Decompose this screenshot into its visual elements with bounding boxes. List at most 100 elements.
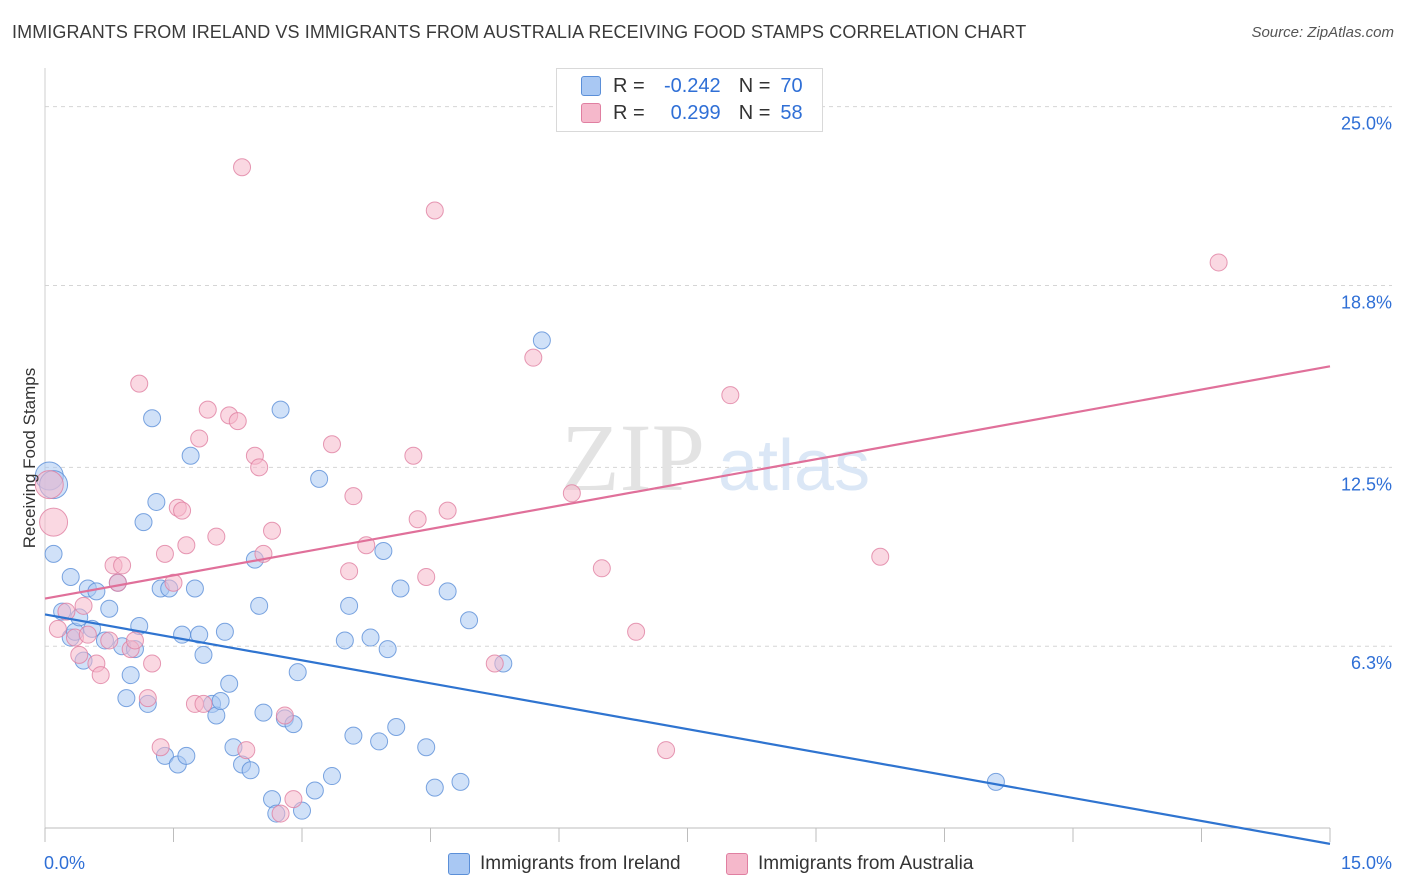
points-layer [34,158,1228,823]
r-value: 0.299 [670,101,721,124]
r-value: -0.242 [663,74,721,97]
ireland-point [425,778,444,797]
ireland-point [374,541,393,560]
n-value: 70 [780,74,803,97]
ireland-point [190,625,209,644]
australia-point [271,804,290,823]
australia-point [190,429,209,448]
australia-point [130,374,149,393]
australia-swatch [581,103,601,123]
ireland-point [335,631,354,650]
ireland-swatch [581,76,601,96]
australia-point [125,631,144,650]
australia-point [155,544,174,563]
australia-point [143,654,162,673]
legend-row-australia: R = 0.299 N = 58 [581,100,803,126]
ireland-point [986,772,1005,791]
australia-point [91,666,110,685]
australia-point [39,507,69,537]
australia-point [871,547,890,566]
legend-label-australia: Immigrants from Australia [758,853,974,874]
ireland-point [271,400,290,419]
r-label: R = [613,74,645,97]
ireland-point [340,596,359,615]
legend-row-ireland: R = -0.242 N = 70 [581,73,803,99]
australia-point [627,622,646,641]
watermark: ZIP atlas [561,404,870,511]
x-tick-label: 15.0% [1341,853,1392,873]
bottom-legend-ireland: Immigrants from Ireland [448,851,681,877]
australia-point [592,559,611,578]
ireland-point [211,692,230,711]
australia-point [138,689,157,708]
y-tick-label: 12.5% [1341,474,1392,494]
ireland-point [181,446,200,465]
australia-point [48,619,67,638]
australia-point [524,348,543,367]
ireland-point [532,331,551,350]
ireland-point [370,732,389,751]
australia-point [228,412,247,431]
axis-layer [44,68,1331,842]
australia-point [100,631,119,650]
ireland-point [44,544,63,563]
ireland-point [417,738,436,757]
ireland-swatch [448,853,470,875]
australia-swatch [726,853,748,875]
ireland-point [344,726,363,745]
ireland-point [250,596,269,615]
australia-point [562,484,581,503]
legend-label-ireland: Immigrants from Ireland [480,853,681,874]
n-label: N = [738,101,771,124]
ireland-point [194,645,213,664]
australia-point [194,694,213,713]
n-value: 58 [780,101,803,124]
ireland-point [322,767,341,786]
australia-point [657,741,676,760]
australia-point [417,567,436,586]
australia-point [322,435,341,454]
australia-point [1209,253,1228,272]
australia-point [233,158,252,177]
r-label: R = [613,101,645,124]
australia-point [344,487,363,506]
australia-point [70,645,89,664]
australia-point [198,400,217,419]
australia-point [74,596,93,615]
watermark-zip: ZIP [561,404,705,511]
ireland-point [177,746,196,765]
australia-point [237,741,256,760]
australia-point [263,521,282,540]
y-axis-label: Receiving Food Stamps [20,368,39,548]
ireland-point [185,579,204,598]
australia-point [34,470,64,500]
ireland-point [117,689,136,708]
label-layer: 6.3% 12.5% 18.8% 25.0% 0.0% 15.0% Receiving Fo… [20,114,1392,873]
australia-point [173,501,192,520]
australia-point [404,446,423,465]
ireland-point [438,582,457,601]
ireland-point [254,703,273,722]
ireland-point [220,674,239,693]
ireland-point [241,761,260,780]
y-tick-label: 25.0% [1341,114,1392,134]
australia-point [78,625,97,644]
australia-point [177,536,196,555]
ireland-point [100,599,119,618]
correlation-legend: R = -0.242 N = 70 R = 0.299 N = 58 [556,68,823,132]
ireland-point [215,622,234,641]
ireland-point [451,772,470,791]
y-tick-label: 18.8% [1341,293,1392,313]
ireland-point [143,409,162,428]
ireland-point [288,663,307,682]
ireland-point [391,579,410,598]
australia-point [207,527,226,546]
ireland-point [121,666,140,685]
ireland-point [378,640,397,659]
australia-point [113,556,132,575]
source-credit: Source: ZipAtlas.com [1251,24,1394,41]
australia-point [275,706,294,725]
chart-title: IMMIGRANTS FROM IRELAND VS IMMIGRANTS FR… [12,22,1027,42]
ireland-point [460,611,479,630]
